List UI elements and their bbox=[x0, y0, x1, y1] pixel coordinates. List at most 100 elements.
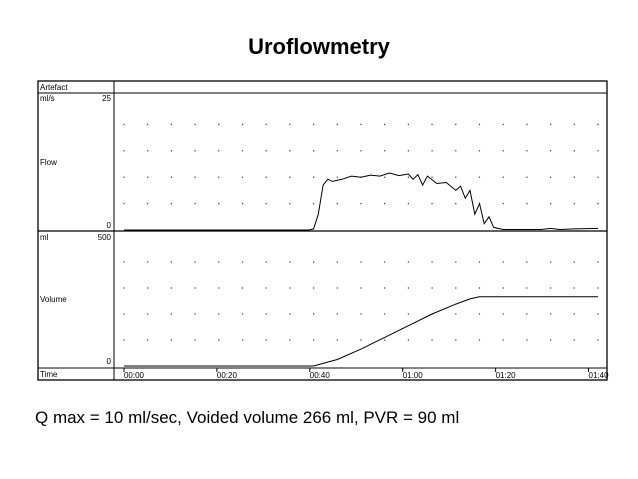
grid-dot bbox=[218, 261, 220, 263]
grid-dot bbox=[123, 287, 125, 289]
grid-dot bbox=[194, 313, 196, 315]
grid-dot bbox=[147, 150, 149, 152]
grid-dot bbox=[313, 150, 315, 152]
grid-dot bbox=[407, 123, 409, 125]
grid-dot bbox=[573, 287, 575, 289]
grid-dot bbox=[123, 261, 125, 263]
grid-dot bbox=[265, 261, 267, 263]
grid-dot bbox=[289, 287, 291, 289]
grid-dot bbox=[241, 261, 244, 263]
grid-dot bbox=[526, 123, 528, 125]
grid-dot bbox=[478, 150, 481, 152]
grid-dot bbox=[313, 261, 315, 263]
time-tick-label: 00:20 bbox=[217, 371, 238, 380]
grid-dot bbox=[550, 313, 552, 315]
grid-dot bbox=[502, 261, 504, 263]
grid-dot bbox=[313, 176, 315, 178]
grid-dot bbox=[526, 203, 528, 205]
flow-zero-tick: 0 bbox=[107, 221, 112, 230]
grid-dot bbox=[431, 150, 433, 152]
grid-dot bbox=[431, 203, 433, 205]
grid-dot bbox=[265, 176, 267, 178]
grid-dot bbox=[360, 123, 362, 125]
grid-dot bbox=[360, 150, 362, 152]
grid-dot bbox=[170, 287, 172, 289]
grid-dot bbox=[336, 176, 338, 178]
grid-dot bbox=[265, 203, 267, 205]
volume-axis-label: Volume bbox=[40, 295, 67, 304]
time-tick-label: 00:40 bbox=[310, 371, 331, 380]
grid-dot bbox=[431, 339, 433, 341]
grid-dot bbox=[407, 176, 409, 178]
grid-dot bbox=[123, 123, 125, 125]
grid-dot bbox=[194, 203, 196, 205]
slide-title: Uroflowmetry bbox=[248, 34, 390, 59]
grid-dot bbox=[289, 123, 291, 125]
grid-dot bbox=[289, 313, 291, 315]
grid-dot bbox=[360, 287, 362, 289]
grid-dot bbox=[289, 150, 291, 152]
grid-dot bbox=[407, 261, 409, 263]
grid-dot bbox=[550, 150, 552, 152]
grid-dot bbox=[218, 313, 220, 315]
grid-dot bbox=[123, 339, 125, 341]
grid-dot bbox=[336, 123, 338, 125]
grid-dot bbox=[241, 203, 244, 205]
grid-dot bbox=[526, 261, 528, 263]
flow-axis-label: Flow bbox=[40, 158, 57, 167]
grid-dot bbox=[123, 203, 125, 205]
grid-dot bbox=[597, 313, 599, 315]
grid-dot bbox=[526, 313, 528, 315]
grid-dot bbox=[194, 123, 196, 125]
grid-dot bbox=[336, 150, 338, 152]
grid-dot bbox=[407, 150, 409, 152]
grid-dot bbox=[550, 123, 552, 125]
grid-dot bbox=[218, 123, 220, 125]
grid-dot bbox=[265, 313, 267, 315]
grid-dot bbox=[573, 176, 575, 178]
grid-dot bbox=[502, 203, 504, 205]
grid-dot bbox=[194, 339, 196, 341]
grid-dot bbox=[502, 123, 504, 125]
grid-dot bbox=[407, 203, 409, 205]
grid-dot bbox=[265, 123, 267, 125]
grid-dot bbox=[360, 203, 362, 205]
grid-dot bbox=[478, 339, 481, 341]
grid-dot bbox=[384, 203, 386, 205]
time-tick-label: 01:00 bbox=[403, 371, 424, 380]
grid-dot bbox=[384, 123, 386, 125]
grid-dot bbox=[289, 339, 291, 341]
grid-dot bbox=[597, 123, 599, 125]
grid-dot bbox=[573, 339, 575, 341]
grid-dot bbox=[550, 203, 552, 205]
grid-dot bbox=[336, 339, 338, 341]
grid-dot bbox=[123, 313, 125, 315]
grid-dot bbox=[455, 261, 457, 263]
grid-dot bbox=[597, 176, 599, 178]
grid-dot bbox=[147, 123, 149, 125]
grid-dot bbox=[407, 287, 409, 289]
grid-dot bbox=[384, 339, 386, 341]
grid-dot bbox=[597, 261, 599, 263]
volume-curve bbox=[124, 296, 598, 367]
grid-dot bbox=[502, 150, 504, 152]
time-tick-label: 01:40 bbox=[589, 371, 610, 380]
grid-dot bbox=[431, 261, 433, 263]
grid-dot bbox=[573, 261, 575, 263]
grid-dot bbox=[289, 176, 291, 178]
grid-dot bbox=[502, 313, 504, 315]
grid-dot bbox=[597, 203, 599, 205]
grid-dot bbox=[241, 287, 244, 289]
time-tick-label: 01:20 bbox=[496, 371, 517, 380]
grid-dot bbox=[431, 287, 433, 289]
grid-dot bbox=[289, 203, 291, 205]
grid-dot bbox=[360, 313, 362, 315]
grid-dot bbox=[241, 176, 244, 178]
series-layer bbox=[124, 172, 599, 367]
grid-dot bbox=[478, 313, 481, 315]
grid-dot bbox=[336, 203, 338, 205]
grid-dot bbox=[478, 287, 481, 289]
grid-dot bbox=[384, 313, 386, 315]
grid-dot bbox=[147, 339, 149, 341]
grid-dot bbox=[170, 123, 172, 125]
